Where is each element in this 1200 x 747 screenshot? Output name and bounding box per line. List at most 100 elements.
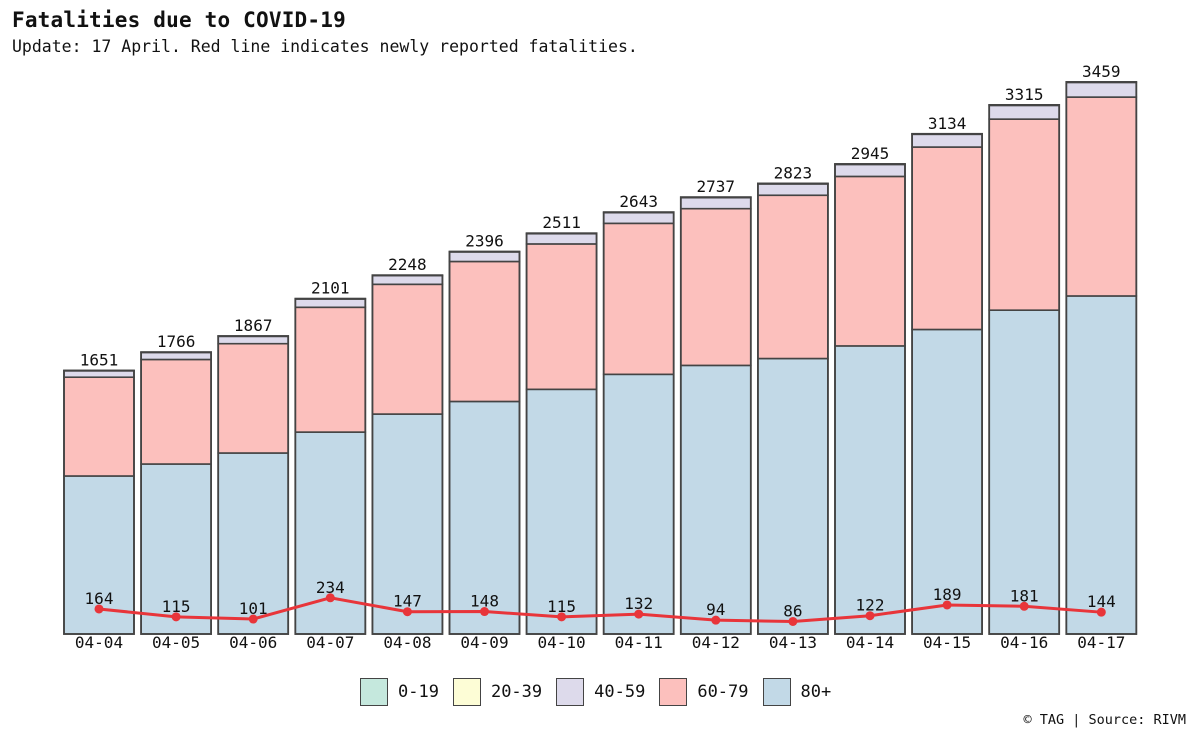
legend-label: 0-19 (398, 682, 439, 702)
bar-outline (834, 163, 906, 635)
bar-segment-60-79 (602, 222, 675, 376)
x-tick-label: 04-13 (769, 633, 817, 652)
bar-segment-60-79 (371, 283, 444, 415)
new-fatalities-label: 144 (1087, 592, 1116, 611)
total-label: 3459 (1082, 62, 1121, 81)
legend-label: 60-79 (697, 682, 749, 702)
bar-segment-40-59 (525, 232, 598, 245)
total-label: 2248 (388, 255, 427, 274)
bar-segment-40-59 (217, 335, 289, 345)
total-label: 3315 (1005, 85, 1044, 104)
x-tick-label: 04-16 (1000, 633, 1048, 652)
bar-segment-80-plus (679, 364, 752, 635)
total-label: 3134 (928, 114, 967, 133)
new-fatalities-label: 132 (624, 594, 653, 613)
new-fatalities-point (248, 614, 258, 624)
new-fatalities-label: 122 (856, 596, 885, 615)
total-label: 2945 (851, 144, 890, 163)
total-label: 2737 (697, 177, 736, 196)
bar-outline (371, 274, 444, 635)
new-fatalities-label: 234 (316, 578, 345, 597)
new-fatalities-label: 115 (547, 597, 576, 616)
bar-segment-40-59 (1065, 81, 1138, 98)
new-fatalities-label: 86 (783, 601, 802, 620)
legend-swatch (556, 678, 585, 706)
x-tick-label: 04-04 (75, 633, 123, 652)
x-tick-label: 04-14 (846, 633, 894, 652)
bar-segment-60-79 (294, 306, 367, 433)
bar-outline (911, 132, 983, 635)
new-fatalities-line (98, 596, 1102, 623)
total-label: 2511 (542, 213, 581, 232)
bar-outline (140, 351, 213, 635)
x-tick-label: 04-06 (229, 633, 277, 652)
total-label: 1651 (80, 351, 119, 370)
new-fatalities-label: 101 (239, 599, 268, 618)
new-fatalities-point (711, 615, 721, 625)
bar-segment-40-59 (911, 133, 983, 148)
new-fatalities-label: 94 (706, 600, 725, 619)
legend-swatch (762, 678, 791, 706)
legend-item-40-59[interactable]: 40-59 (556, 678, 645, 706)
total-label: 2823 (774, 163, 813, 182)
bar-outline (1065, 81, 1138, 635)
bar-segment-80-plus (911, 328, 983, 635)
bar-outline (294, 297, 367, 635)
x-tick-label: 04-05 (152, 633, 200, 652)
total-label: 2396 (465, 232, 504, 251)
new-fatalities-point (788, 616, 798, 626)
new-fatalities-point (94, 604, 104, 614)
bar-outline (602, 211, 675, 635)
total-label: 2643 (619, 192, 658, 211)
new-fatalities-point (1019, 601, 1029, 611)
total-label: 1867 (234, 316, 273, 335)
bar-segment-60-79 (448, 260, 521, 403)
source-credit: © TAG | Source: RIVM (1023, 712, 1186, 728)
bar-segment-80-plus (757, 357, 829, 635)
legend-item-0-19[interactable]: 0-19 (360, 678, 439, 706)
bar-segment-80-plus (834, 345, 906, 635)
bar-segment-40-59 (63, 370, 135, 379)
bar-segment-60-79 (140, 358, 212, 465)
bar-segment-40-59 (294, 298, 367, 309)
bar-segment-40-59 (602, 211, 675, 225)
new-fatalities-point (480, 607, 489, 617)
bar-segment-80-plus (525, 388, 598, 635)
x-tick-label: 04-08 (383, 633, 431, 652)
new-fatalities-label: 181 (1010, 586, 1039, 605)
x-tick-label: 04-10 (538, 633, 586, 652)
bar-segment-40-59 (988, 104, 1061, 120)
bar-outline (679, 196, 752, 635)
bar-outline (448, 250, 521, 635)
new-fatalities-point (865, 611, 875, 621)
total-label: 2101 (311, 279, 350, 298)
new-fatalities-label: 115 (162, 597, 191, 616)
new-fatalities-label: 147 (393, 592, 422, 611)
bar-segment-80-plus (140, 463, 212, 635)
new-fatalities-point (171, 612, 181, 622)
bar-segment-40-59 (834, 163, 906, 178)
x-tick-label: 04-17 (1077, 633, 1125, 652)
legend: 0-19 20-39 40-59 60-79 80+ (360, 678, 831, 706)
new-fatalities-point (325, 593, 335, 603)
bar-segment-60-79 (1065, 96, 1138, 297)
bar-outline (63, 369, 135, 635)
x-tick-label: 04-09 (460, 633, 508, 652)
x-tick-label: 04-12 (692, 633, 740, 652)
chart-subtitle: Update: 17 April. Red line indicates new… (12, 37, 638, 56)
bar-outline (217, 335, 290, 635)
new-fatalities-label: 164 (85, 589, 114, 608)
legend-item-20-39[interactable]: 20-39 (452, 678, 542, 706)
bar-segment-40-59 (140, 351, 212, 361)
legend-swatch (452, 678, 481, 706)
legend-label: 40-59 (594, 682, 646, 702)
bar-outline (757, 182, 829, 635)
new-fatalities-point (634, 609, 644, 619)
legend-item-80-plus[interactable]: 80+ (762, 678, 831, 706)
bar-segment-60-79 (757, 194, 829, 360)
bar-segment-60-79 (63, 376, 135, 477)
bar-segment-60-79 (988, 118, 1061, 311)
bar-segment-40-59 (371, 274, 444, 286)
legend-item-60-79[interactable]: 60-79 (659, 678, 749, 706)
